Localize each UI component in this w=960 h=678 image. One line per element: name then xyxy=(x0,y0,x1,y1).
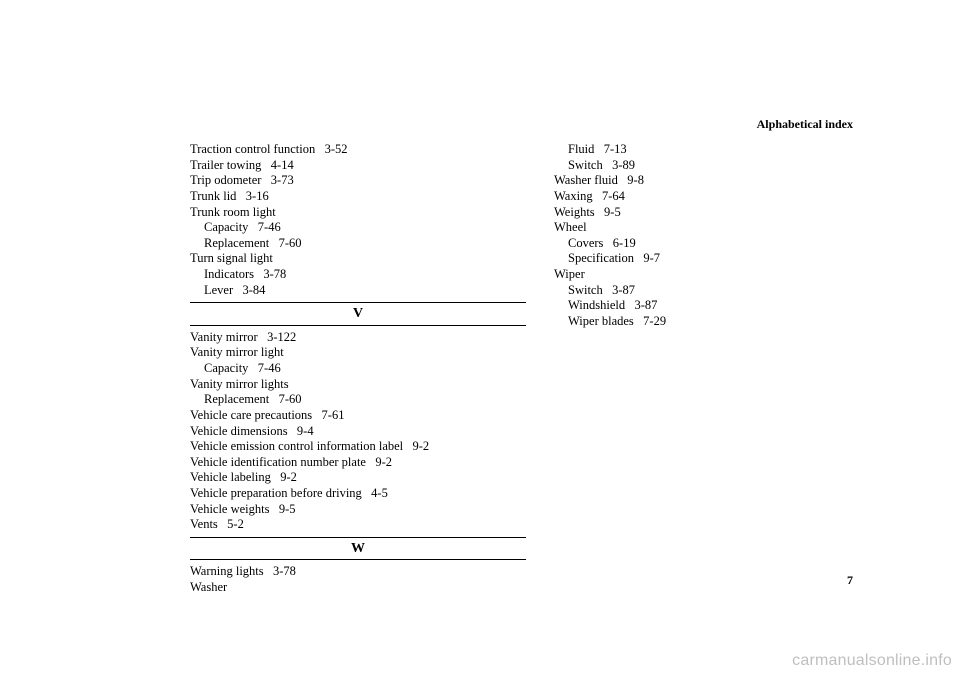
index-entry: Weights 9-5 xyxy=(554,205,890,221)
index-entry: Vehicle weights 9-5 xyxy=(190,502,526,518)
index-entry: Trunk room light xyxy=(190,205,526,221)
index-subentry: Capacity 7-46 xyxy=(190,361,526,377)
index-entry: Vanity mirror light xyxy=(190,345,526,361)
right-column: Fluid 7-13Switch 3-89Washer fluid 9-8Wax… xyxy=(554,142,890,596)
index-entry: Trip odometer 3-73 xyxy=(190,173,526,189)
watermark: carmanualsonline.info xyxy=(792,652,952,670)
index-subentry: Specification 9-7 xyxy=(554,251,890,267)
index-entry: Turn signal light xyxy=(190,251,526,267)
index-entry: Warning lights 3-78 xyxy=(190,564,526,580)
index-group-pre-v: Traction control function 3-52Trailer to… xyxy=(190,142,526,298)
section-w: W xyxy=(190,537,526,561)
index-subentry: Indicators 3-78 xyxy=(190,267,526,283)
index-subentry: Lever 3-84 xyxy=(190,283,526,299)
section-letter: V xyxy=(190,303,526,325)
section-v: V xyxy=(190,302,526,326)
index-entry: Vehicle identification number plate 9-2 xyxy=(190,455,526,471)
index-entry: Traction control function 3-52 xyxy=(190,142,526,158)
index-entry: Vanity mirror lights xyxy=(190,377,526,393)
index-entry: Washer fluid 9-8 xyxy=(554,173,890,189)
index-subentry: Replacement 7-60 xyxy=(190,392,526,408)
index-entry: Wheel xyxy=(554,220,890,236)
section-rule-bottom xyxy=(190,559,526,560)
index-group-post-w: Warning lights 3-78Washer xyxy=(190,564,526,595)
index-subentry: Covers 6-19 xyxy=(554,236,890,252)
section-letter: W xyxy=(190,538,526,560)
index-entry: Vehicle dimensions 9-4 xyxy=(190,424,526,440)
index-entry: Vehicle labeling 9-2 xyxy=(190,470,526,486)
index-group-right: Fluid 7-13Switch 3-89Washer fluid 9-8Wax… xyxy=(554,142,890,330)
content-columns: Traction control function 3-52Trailer to… xyxy=(190,142,890,596)
index-entry: Waxing 7-64 xyxy=(554,189,890,205)
index-entry: Vehicle preparation before driving 4-5 xyxy=(190,486,526,502)
page-number: 7 xyxy=(847,573,853,588)
index-subentry: Switch 3-87 xyxy=(554,283,890,299)
index-entry: Trunk lid 3-16 xyxy=(190,189,526,205)
section-rule-bottom xyxy=(190,325,526,326)
page: Alphabetical index Traction control func… xyxy=(0,0,960,678)
index-entry: Vehicle emission control information lab… xyxy=(190,439,526,455)
index-subentry: Switch 3-89 xyxy=(554,158,890,174)
index-entry: Trailer towing 4-14 xyxy=(190,158,526,174)
index-subentry: Replacement 7-60 xyxy=(190,236,526,252)
index-entry: Vents 5-2 xyxy=(190,517,526,533)
index-entry: Wiper xyxy=(554,267,890,283)
index-entry: Vehicle care precautions 7-61 xyxy=(190,408,526,424)
index-subentry: Capacity 7-46 xyxy=(190,220,526,236)
index-subentry: Fluid 7-13 xyxy=(554,142,890,158)
header-title: Alphabetical index xyxy=(757,117,853,132)
index-subentry: Windshield 3-87 xyxy=(554,298,890,314)
index-entry: Washer xyxy=(190,580,526,596)
index-entry: Vanity mirror 3-122 xyxy=(190,330,526,346)
index-group-post-v: Vanity mirror 3-122Vanity mirror lightCa… xyxy=(190,330,526,533)
index-subentry: Wiper blades 7-29 xyxy=(554,314,890,330)
left-column: Traction control function 3-52Trailer to… xyxy=(190,142,526,596)
